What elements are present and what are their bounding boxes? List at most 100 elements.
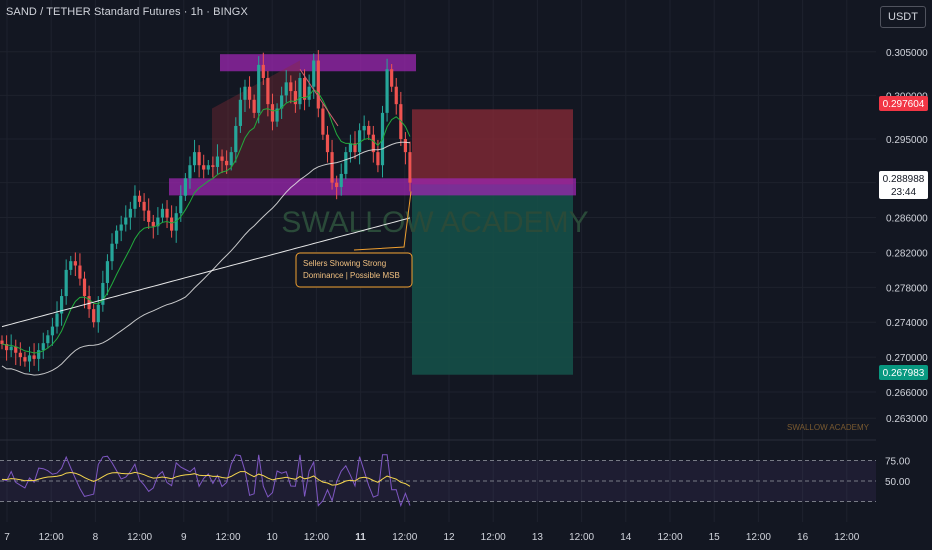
price-tick-label: 0.270000 xyxy=(886,353,928,364)
price-tick-label: 0.266000 xyxy=(886,388,928,399)
watermark-corner: SWALLOW ACADEMY xyxy=(787,423,870,432)
candle-body xyxy=(101,282,105,305)
candle-body xyxy=(243,86,247,100)
time-tick-label: 12:00 xyxy=(127,532,152,543)
candle-body xyxy=(339,173,343,188)
candle-body xyxy=(32,355,36,359)
rsi-tick-label: 50.00 xyxy=(885,477,910,488)
time-tick-label: 12:00 xyxy=(304,532,329,543)
candle-body xyxy=(302,77,307,100)
candle-body xyxy=(293,91,297,105)
candle-body xyxy=(165,208,169,218)
current-price-badge xyxy=(879,171,928,199)
candle-body xyxy=(14,346,18,353)
candle-body xyxy=(156,217,160,227)
rsi-line xyxy=(1,454,411,508)
price-tick-label: 0.278000 xyxy=(886,283,928,294)
time-tick-label: 12:00 xyxy=(392,532,417,543)
rsi-tick-label: 75.00 xyxy=(885,457,910,468)
candle-body xyxy=(307,86,311,100)
ma-line xyxy=(1,141,411,376)
time-axis[interactable]: 7 12:00 8 12:00 9 12:00 10 12:00 11 12:00 12 12:00 1… xyxy=(4,532,860,543)
candle-body xyxy=(0,340,4,345)
candle-body xyxy=(335,182,339,188)
target-badge xyxy=(879,96,928,111)
time-tick-label: 15 xyxy=(709,532,721,543)
candle-body xyxy=(87,296,91,310)
candle-body xyxy=(174,213,178,231)
candle-body xyxy=(394,86,398,105)
candle-body xyxy=(128,208,132,218)
candle-body xyxy=(211,165,215,167)
annotation: Sellers Showing Strong Dominance | Possi… xyxy=(295,252,413,288)
candle-body xyxy=(92,309,96,323)
candle-body xyxy=(403,139,408,153)
candle-body xyxy=(115,230,119,244)
candle-body xyxy=(9,346,13,351)
candle-body xyxy=(298,77,302,105)
candle-body xyxy=(133,195,137,209)
target-badge-label: 0.297604 xyxy=(883,99,925,110)
candle-body xyxy=(257,64,261,113)
price-tick-label: 0.305000 xyxy=(886,48,928,59)
rsi-pane: 75.00 50.00 xyxy=(0,439,910,508)
time-tick-label: 13 xyxy=(532,532,544,543)
candle-body xyxy=(82,278,87,297)
candle-body xyxy=(362,125,366,131)
candle-body xyxy=(289,82,293,92)
candle-body xyxy=(73,261,77,266)
stop-badge xyxy=(879,365,928,380)
candle-body xyxy=(55,313,59,327)
candle-body xyxy=(390,69,394,87)
candle-body xyxy=(137,195,142,202)
candle-body xyxy=(197,152,201,166)
candle-body xyxy=(78,265,82,279)
candle-body xyxy=(64,269,68,297)
candle-body xyxy=(170,217,174,231)
annotation-box xyxy=(295,252,413,288)
price-badges: 0.297604 0.288988 23:44 0.267983 xyxy=(879,96,928,380)
candle-body xyxy=(357,130,362,153)
candle-body xyxy=(353,143,357,153)
price-tick-label: 0.286000 xyxy=(886,214,928,225)
candle-body xyxy=(229,152,233,166)
time-tick-label: 12:00 xyxy=(834,532,859,543)
time-tick-label: 9 xyxy=(181,532,187,543)
candle-body xyxy=(234,125,238,153)
time-tick-label: 12 xyxy=(443,532,455,543)
support-zone xyxy=(169,178,576,196)
time-tick-label: 12:00 xyxy=(39,532,64,543)
candle-body xyxy=(183,178,187,196)
candle-body xyxy=(348,143,353,153)
time-tick-label: 8 xyxy=(93,532,99,543)
candle-body xyxy=(385,69,389,113)
candle-body xyxy=(142,201,146,211)
candle-body xyxy=(261,64,265,78)
candle-body xyxy=(275,108,279,122)
candle-body xyxy=(160,208,165,218)
candle-body xyxy=(188,165,192,179)
candle-body xyxy=(147,210,151,222)
chart-title: SAND / TETHER Standard Futures · 1h · BI… xyxy=(6,6,248,18)
candle-body xyxy=(284,82,288,96)
trend-line xyxy=(299,68,339,127)
candle-body xyxy=(280,95,284,109)
candle-body xyxy=(367,125,371,135)
candle-body xyxy=(238,99,242,126)
candles xyxy=(0,50,412,372)
candle-body xyxy=(59,296,64,314)
price-tick-label: 0.263000 xyxy=(886,414,928,425)
time-tick-label: 14 xyxy=(620,532,632,543)
currency-button[interactable]: USDT xyxy=(880,6,926,28)
take-profit-area xyxy=(412,184,573,375)
rsi-ma-line xyxy=(1,471,411,487)
time-tick-label: 12:00 xyxy=(481,532,506,543)
candle-body xyxy=(325,134,330,153)
candle-body xyxy=(266,77,270,105)
candle-body xyxy=(371,134,375,153)
candle-body xyxy=(225,160,229,166)
stop-loss-area xyxy=(412,109,573,185)
candle-body xyxy=(330,152,334,183)
annotation-line2: Dominance | Possible MSB xyxy=(303,271,400,280)
